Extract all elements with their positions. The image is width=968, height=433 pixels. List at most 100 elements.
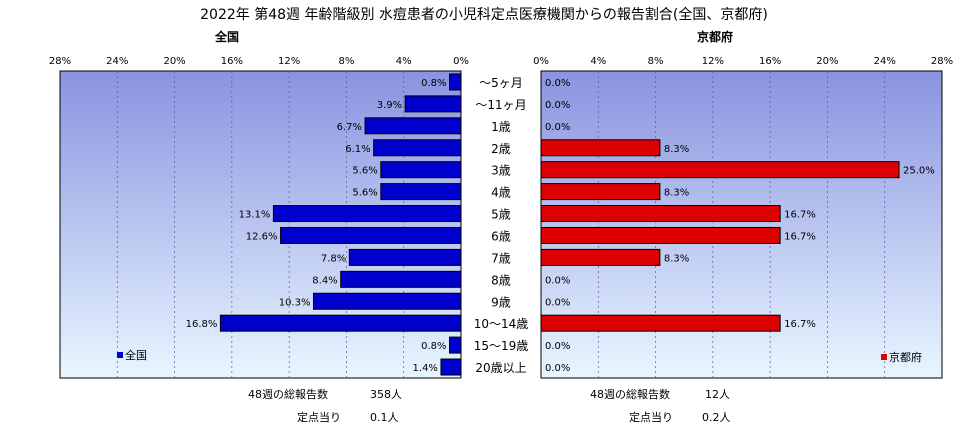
- right-per-value: 0.2人: [702, 411, 731, 424]
- national-bar: [449, 336, 462, 354]
- kyoto-data-label: 0.0%: [545, 275, 570, 286]
- x-tick-label: 8%: [648, 56, 664, 67]
- national-bar: [364, 117, 462, 135]
- x-tick-label: 8%: [338, 56, 354, 67]
- category-label: 9歳: [491, 295, 511, 309]
- category-label: 3歳: [491, 164, 511, 178]
- national-data-label: 0.8%: [421, 78, 446, 89]
- national-data-label: 3.9%: [377, 100, 402, 111]
- kyoto-data-label: 0.0%: [545, 78, 570, 89]
- national-data-label: 12.6%: [246, 231, 278, 242]
- national-data-label: 7.8%: [321, 253, 346, 264]
- category-label: 2歳: [491, 142, 511, 156]
- national-bar: [373, 139, 462, 157]
- x-tick-label: 24%: [106, 56, 128, 67]
- national-bar: [348, 248, 462, 266]
- kyoto-data-label: 8.3%: [664, 188, 689, 199]
- kyoto-bar: [540, 205, 781, 223]
- kyoto-data-label: 8.3%: [664, 253, 689, 264]
- right-legend-swatch: [881, 354, 887, 360]
- category-label: 20歳以上: [475, 361, 526, 375]
- x-tick-label: 12%: [278, 56, 300, 67]
- national-data-label: 8.4%: [312, 275, 337, 286]
- x-tick-label: 20%: [163, 56, 185, 67]
- category-label: 5歳: [491, 208, 511, 222]
- kyoto-data-label: 16.7%: [784, 210, 816, 221]
- left-total-value: 358人: [370, 388, 402, 401]
- x-tick-label: 16%: [221, 56, 243, 67]
- national-series: 0.8% 3.9% 6.7% 6.1% 5.6% 5.6% 13.1% 12.6% 7.8% 8.…: [186, 73, 462, 376]
- category-label: 15～19歳: [474, 339, 529, 353]
- national-data-label: 13.1%: [239, 210, 271, 221]
- x-tick-label: 4%: [396, 56, 412, 67]
- category-label: 4歳: [491, 186, 511, 200]
- category-label: ～5ヶ月: [479, 76, 523, 90]
- left-per-value: 0.1人: [370, 411, 399, 424]
- left-axis-ticks: 0% 4% 8% 12% 16% 20% 24% 28%: [49, 56, 469, 67]
- right-total-value: 12人: [705, 388, 730, 401]
- category-label: 6歳: [491, 229, 511, 243]
- national-data-label: 6.7%: [337, 122, 362, 133]
- left-total-label: 48週の総報告数: [248, 387, 328, 401]
- kyoto-data-label: 0.0%: [545, 122, 570, 133]
- national-bar: [380, 161, 462, 179]
- national-bar: [449, 73, 462, 91]
- x-tick-label: 24%: [874, 56, 896, 67]
- kyoto-bar: [540, 161, 900, 179]
- national-data-label: 1.4%: [413, 363, 438, 374]
- category-labels: ～5ヶ月 ～11ヶ月 1歳 2歳 3歳 4歳 5歳 6歳 7歳 8歳 9歳 10～14歳 15～19歳 2…: [474, 76, 529, 375]
- kyoto-bar: [540, 226, 781, 244]
- national-bar: [312, 292, 462, 310]
- x-tick-label: 16%: [759, 56, 781, 67]
- right-per-label: 定点当り: [629, 410, 673, 424]
- national-data-label: 16.8%: [186, 319, 218, 330]
- x-tick-label: 20%: [816, 56, 838, 67]
- kyoto-bar: [540, 248, 661, 266]
- right-panel-heading: 京都府: [697, 29, 733, 44]
- kyoto-bar: [540, 183, 661, 201]
- left-per-label: 定点当り: [297, 410, 341, 424]
- x-tick-label: 12%: [702, 56, 724, 67]
- national-bar: [272, 205, 462, 223]
- kyoto-series: 0.0% 0.0% 0.0% 8.3% 25.0% 8.3% 16.7% 16.7% 8.3% 0…: [540, 78, 935, 374]
- x-tick-label: 0%: [453, 56, 469, 67]
- category-label: 7歳: [491, 251, 511, 265]
- kyoto-data-label: 16.7%: [784, 319, 816, 330]
- category-label: 8歳: [491, 273, 511, 287]
- category-label: 1歳: [491, 120, 511, 134]
- national-data-label: 10.3%: [279, 297, 311, 308]
- right-plot-area: [540, 70, 943, 379]
- national-bar: [219, 314, 462, 332]
- national-bar: [280, 226, 462, 244]
- national-data-label: 5.6%: [352, 166, 377, 177]
- kyoto-bar: [540, 139, 661, 157]
- kyoto-bar: [540, 314, 781, 332]
- kyoto-data-label: 16.7%: [784, 231, 816, 242]
- x-tick-label: 28%: [49, 56, 71, 67]
- kyoto-data-label: 0.0%: [545, 100, 570, 111]
- right-total-label: 48週の総報告数: [590, 387, 670, 401]
- kyoto-data-label: 0.0%: [545, 341, 570, 352]
- national-bar: [440, 358, 462, 376]
- kyoto-data-label: 8.3%: [664, 144, 689, 155]
- left-legend-label: 全国: [125, 348, 147, 362]
- national-data-label: 5.6%: [352, 188, 377, 199]
- x-tick-label: 28%: [931, 56, 953, 67]
- kyoto-data-label: 0.0%: [545, 363, 570, 374]
- kyoto-data-label: 25.0%: [903, 166, 935, 177]
- left-plot-area: [59, 70, 462, 379]
- left-panel-heading: 全国: [214, 29, 239, 44]
- category-label: ～11ヶ月: [475, 98, 526, 112]
- left-legend-swatch: [117, 352, 123, 358]
- kyoto-data-label: 0.0%: [545, 297, 570, 308]
- x-tick-label: 4%: [590, 56, 606, 67]
- national-bar: [380, 183, 462, 201]
- chart-title: 2022年 第48週 年齢階級別 水痘患者の小児科定点医療機関からの報告割合(全…: [200, 6, 768, 23]
- x-tick-label: 0%: [533, 56, 549, 67]
- category-label: 10～14歳: [474, 317, 529, 331]
- national-data-label: 6.1%: [345, 144, 370, 155]
- national-bar: [404, 95, 462, 113]
- national-bar: [340, 270, 462, 288]
- right-axis-ticks: 0% 4% 8% 12% 16% 20% 24% 28%: [533, 56, 953, 67]
